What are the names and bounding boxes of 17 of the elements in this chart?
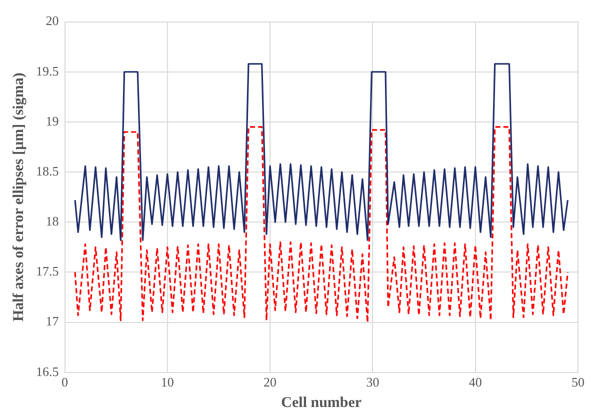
x-tick-label: 0 [62, 374, 68, 390]
y-tick-label: 18.5 [36, 163, 59, 178]
line-series [74, 126, 569, 324]
y-tick-label: 17 [46, 314, 60, 329]
y-tick-label: 18 [46, 214, 59, 229]
x-tick-label: 30 [366, 374, 380, 390]
y-tick-label: 20 [46, 13, 59, 28]
x-axis-title: Cell number [281, 394, 362, 411]
x-tick-label: 10 [160, 374, 174, 390]
x-tick-label: 20 [264, 374, 277, 390]
y-tick-label: 17.5 [36, 264, 59, 279]
x-tick-label: 50 [572, 374, 584, 390]
x-tick-label: 40 [468, 374, 482, 390]
y-axis-title: Half axes of error ellipses [µm] (sigma) [10, 72, 27, 322]
y-tick-label: 19.5 [36, 63, 59, 78]
y-tick-label: 16.5 [36, 364, 59, 379]
y-tick-label: 19 [46, 113, 59, 128]
